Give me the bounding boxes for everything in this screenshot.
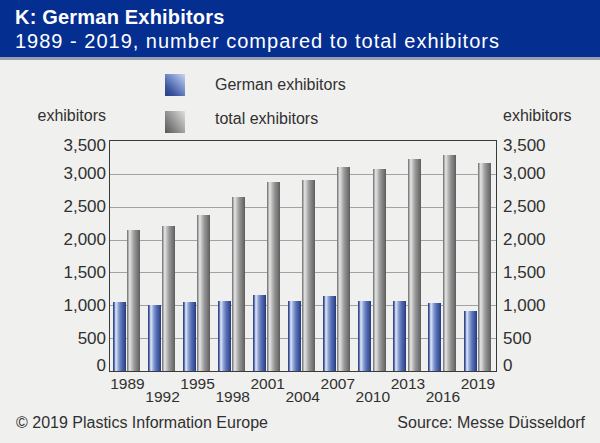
y-tick-left-3000: 3,000 <box>34 164 106 184</box>
y-tick-right-1000: 1,000 <box>503 296 575 316</box>
bar-total-1989 <box>127 230 140 371</box>
footer-copyright: © 2019 Plastics Information Europe <box>16 414 268 432</box>
y-tick-right-3000: 3,000 <box>503 164 575 184</box>
bar-total-2016 <box>443 155 456 371</box>
bar-german-1989 <box>113 302 126 371</box>
bar-total-1995 <box>197 215 210 371</box>
y-tick-left-2000: 2,000 <box>34 230 106 250</box>
y-tick-right-0: 0 <box>503 356 575 376</box>
y-axis-unit-right: exhibitors <box>503 107 571 125</box>
page-subtitle: 1989 - 2019, number compared to total ex… <box>15 30 500 53</box>
y-tick-left-1500: 1,500 <box>34 263 106 283</box>
y-tick-left-500: 500 <box>34 329 106 349</box>
legend-swatch-total <box>165 111 185 133</box>
page-title: K: German Exhibitors <box>15 6 225 29</box>
gridline-3000 <box>110 174 496 175</box>
y-tick-left-2500: 2,500 <box>34 197 106 217</box>
bar-german-2013 <box>393 301 406 371</box>
y-tick-right-500: 500 <box>503 329 575 349</box>
legend-label-total: total exhibitors <box>215 110 318 128</box>
header-banner: K: German Exhibitors 1989 - 2019, number… <box>0 0 600 60</box>
y-axis-unit-left: exhibitors <box>34 107 106 125</box>
bar-german-2004 <box>288 301 301 371</box>
bar-german-1998 <box>218 301 231 371</box>
bar-total-2013 <box>408 159 421 371</box>
footer-source: Source: Messe Düsseldorf <box>397 414 585 432</box>
bar-german-2010 <box>358 301 371 371</box>
bar-total-2001 <box>267 182 280 371</box>
bar-total-2010 <box>373 169 386 371</box>
bar-german-2001 <box>253 295 266 371</box>
legend-label-german: German exhibitors <box>215 76 346 94</box>
bar-total-2004 <box>302 180 315 371</box>
bar-total-2007 <box>337 167 350 371</box>
y-tick-left-3500: 3,500 <box>34 136 106 156</box>
x-tick-2019: 2019 <box>446 375 510 393</box>
bar-german-1995 <box>183 302 196 371</box>
y-tick-left-1000: 1,000 <box>34 296 106 316</box>
bar-german-2019 <box>464 311 477 371</box>
bar-total-1992 <box>162 226 175 371</box>
y-tick-right-2000: 2,000 <box>503 230 575 250</box>
legend-swatch-german <box>165 74 185 96</box>
bar-total-2019 <box>478 163 491 371</box>
y-tick-right-1500: 1,500 <box>503 263 575 283</box>
y-tick-right-3500: 3,500 <box>503 136 575 156</box>
y-tick-right-2500: 2,500 <box>503 197 575 217</box>
bar-german-1992 <box>148 305 161 371</box>
y-tick-left-0: 0 <box>34 356 106 376</box>
bar-german-2016 <box>428 303 441 371</box>
bar-total-1998 <box>232 197 245 371</box>
chart-plot-area <box>109 140 497 372</box>
bar-german-2007 <box>323 296 336 371</box>
